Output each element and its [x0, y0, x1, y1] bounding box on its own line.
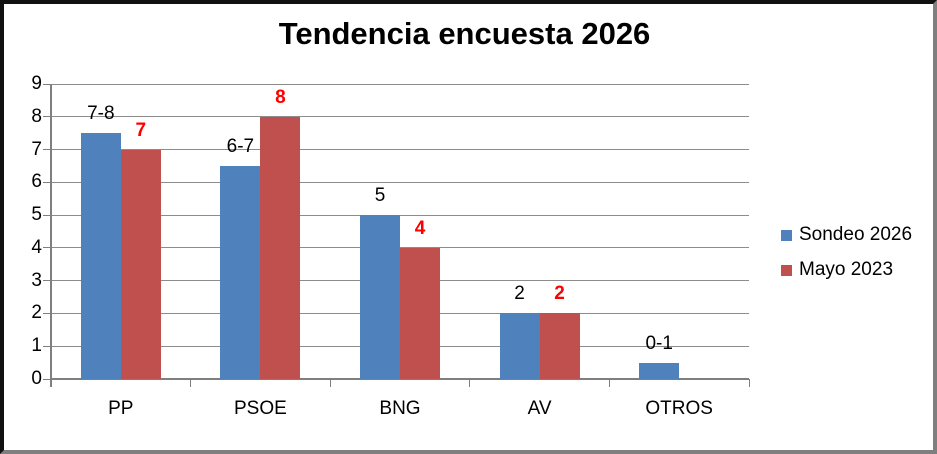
bar-sondeo-2026-av — [499, 313, 540, 379]
category-label-bng: BNG — [379, 398, 421, 419]
x-axis-tick — [608, 379, 610, 387]
data-label-sondeo-2026-psoe: 6-7 — [226, 135, 255, 157]
x-axis-line — [51, 378, 749, 380]
x-axis-tick — [190, 379, 192, 387]
legend-item-sondeo-2026: Sondeo 2026 — [781, 224, 913, 245]
data-label-mayo-2023-bng: 4 — [414, 217, 426, 239]
bar-sondeo-2026-otros — [639, 362, 680, 379]
bar-sondeo-2026-psoe — [220, 165, 261, 379]
y-axis-line — [50, 84, 52, 387]
gridline — [51, 149, 749, 151]
legend: Sondeo 2026 Mayo 2023 — [781, 224, 913, 295]
y-axis-label: 8 — [31, 105, 42, 127]
x-axis-tick — [748, 379, 750, 387]
legend-swatch-icon — [781, 264, 792, 276]
data-label-mayo-2023-av: 2 — [554, 283, 565, 305]
gridline — [51, 83, 749, 85]
x-axis-tick — [50, 379, 52, 387]
category-label-av: AV — [527, 398, 552, 419]
legend-item-mayo-2023: Mayo 2023 — [781, 259, 912, 280]
bar-sondeo-2026-bng — [360, 215, 400, 379]
legend-label: Sondeo 2026 — [799, 224, 913, 245]
y-axis-label: 2 — [31, 302, 42, 324]
y-axis-tick — [43, 149, 51, 151]
y-axis-label: 9 — [31, 73, 42, 94]
data-label-mayo-2023-pp: 7 — [135, 119, 147, 141]
y-axis-label: 5 — [31, 204, 42, 226]
bar-sondeo-2026-pp — [80, 133, 121, 379]
y-axis-label: 6 — [31, 171, 42, 193]
legend-label: Mayo 2023 — [799, 259, 894, 280]
y-axis-label: 1 — [31, 335, 42, 357]
y-axis-tick — [43, 312, 51, 314]
y-axis-tick — [43, 378, 51, 380]
data-label-sondeo-2026-pp: 7-8 — [87, 103, 115, 125]
y-axis-label: 4 — [31, 236, 42, 258]
data-label-sondeo-2026-av: 2 — [514, 283, 525, 305]
y-axis-tick — [43, 345, 51, 347]
y-axis-tick — [43, 247, 51, 249]
bar-mayo-2023-bng — [400, 247, 440, 379]
category-label-psoe: PSOE — [233, 398, 287, 419]
category-label-pp: PP — [108, 398, 134, 419]
bar-mayo-2023-av — [539, 313, 580, 379]
gridline — [51, 214, 749, 216]
y-axis-tick — [43, 83, 51, 85]
gridline — [51, 116, 749, 118]
x-axis-tick — [329, 379, 331, 387]
bar-mayo-2023-pp — [120, 149, 161, 379]
y-axis-label: 7 — [31, 138, 42, 160]
category-label-otros: OTROS — [645, 398, 713, 419]
data-label-mayo-2023-psoe: 8 — [275, 86, 286, 108]
data-label-sondeo-2026-otros: 0-1 — [645, 332, 673, 354]
y-axis-tick — [43, 280, 51, 282]
y-axis-tick — [43, 181, 51, 183]
gridline — [51, 181, 749, 183]
chart-title: Tendencia encuesta 2026 — [278, 16, 651, 51]
y-axis-label: 0 — [31, 368, 42, 389]
x-axis-tick — [469, 379, 471, 387]
y-axis-tick — [43, 116, 51, 118]
y-axis-label: 3 — [31, 269, 42, 291]
data-label-sondeo-2026-bng: 5 — [374, 185, 386, 207]
legend-swatch-icon — [781, 229, 792, 241]
y-axis-tick — [43, 214, 51, 216]
bar-mayo-2023-psoe — [260, 116, 301, 379]
